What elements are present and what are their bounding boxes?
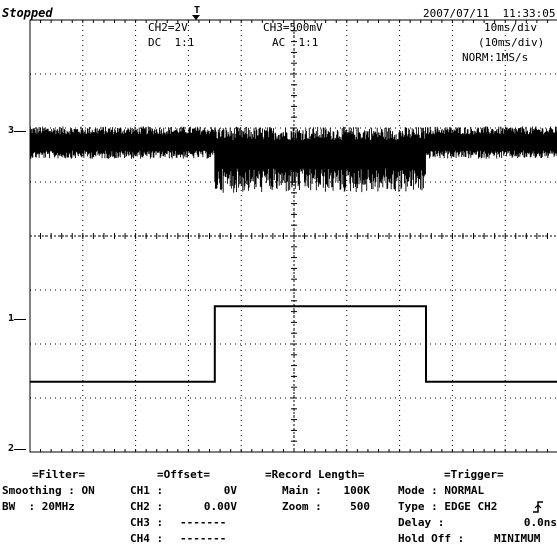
offset-label: CH4 : <box>130 532 164 545</box>
datetime-label: 2007/07/11 11:33:05 <box>423 7 556 20</box>
ch2-trace <box>30 305 557 383</box>
offset-value: 0.00V <box>203 500 237 513</box>
trigger-holdoff-value: MINIMUM <box>494 532 541 545</box>
trigger-delay-value: 0.0ns <box>523 516 557 529</box>
trigger-holdoff-label: Hold Off : <box>398 532 465 545</box>
ch3-scale: CH3=500mV <box>263 21 323 34</box>
filter-title: =Filter= <box>32 468 85 481</box>
ch2-coupling: DC 1:1 <box>148 36 195 49</box>
offset-value: 0V <box>223 484 237 497</box>
trigger-delay-label: Delay : <box>398 516 445 529</box>
filter-bw: BW : 20MHz <box>2 500 75 513</box>
ch3-trace <box>29 126 557 193</box>
trigger-title: =Trigger= <box>444 468 504 481</box>
trigger-arrow-icon <box>192 15 200 20</box>
ch3-marker-line <box>14 131 26 132</box>
offset-value: ------- <box>180 532 227 545</box>
timebase-div: 10ms/div <box>484 21 537 34</box>
offset-label: CH1 : <box>130 484 164 497</box>
offset-label: CH2 : <box>130 500 164 513</box>
ch2-marker-line <box>14 319 26 320</box>
trigger-type: Type : EDGE CH2 <box>398 500 498 513</box>
ch2-scale: CH2=2V <box>148 21 188 34</box>
graticule <box>29 19 557 452</box>
offset-title: =Offset= <box>157 468 210 481</box>
sampling-rate: NORM:1MS/s <box>462 51 529 64</box>
rising-edge-icon <box>533 501 543 513</box>
timebase-zoom-div: (10ms/div) <box>478 36 545 49</box>
record-title: =Record Length= <box>265 468 365 481</box>
offset-value: ------- <box>180 516 227 529</box>
ground-marker: 2 <box>8 443 15 454</box>
record-label: Main : <box>282 484 322 497</box>
status-label: Stopped <box>2 6 53 20</box>
record-label: Zoom : <box>282 500 322 513</box>
traces <box>29 126 557 383</box>
filter-smoothing: Smoothing : ON <box>2 484 95 497</box>
trigger-position-marker: T <box>194 5 201 16</box>
record-value: 100K <box>343 484 371 497</box>
ground-marker-line <box>14 449 26 450</box>
offset-label: CH3 : <box>130 516 164 529</box>
ch3-level-marker: 3 <box>8 125 15 136</box>
ch3-coupling: AC 1:1 <box>272 36 319 49</box>
ch2-level-marker: 1 <box>8 313 15 324</box>
scope-display <box>29 19 557 453</box>
record-value: 500 <box>350 500 370 513</box>
trigger-mode: Mode : NORMAL <box>398 484 485 497</box>
